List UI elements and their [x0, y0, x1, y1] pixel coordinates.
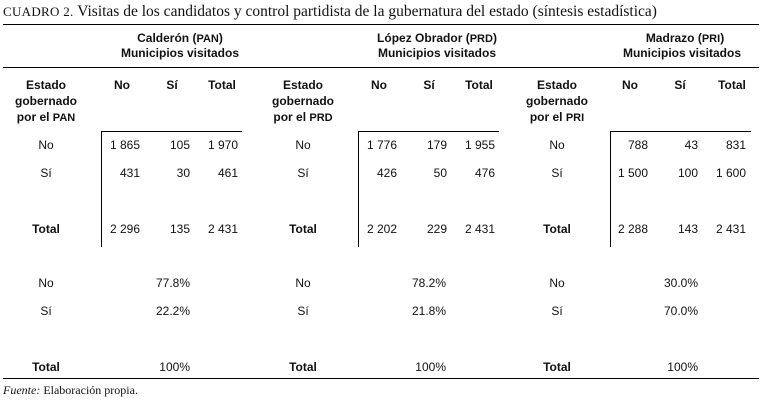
counts-box	[101, 131, 242, 247]
row-label-si: Sí	[297, 166, 309, 180]
col-header-no: No	[114, 78, 130, 92]
cell-si-total: 476	[474, 166, 495, 180]
cell-no-total: 831	[725, 138, 746, 152]
col-header-total: Total	[718, 78, 746, 92]
row-header-line2: gobernado	[272, 94, 334, 108]
pct-label-total: Total	[543, 360, 571, 374]
bottom-rule	[3, 378, 759, 379]
cell-total-si: 135	[169, 222, 190, 236]
pct-total: 100%	[667, 360, 698, 374]
pct-no: 77.8%	[155, 276, 190, 290]
cell-no-no: 1 776	[366, 138, 397, 152]
table-number: CUADRO 2.	[3, 4, 74, 19]
cell-si-total: 461	[217, 166, 238, 180]
row-header-line2: gobernado	[526, 94, 588, 108]
col-header-si: Sí	[166, 78, 178, 92]
counts-box	[610, 131, 751, 247]
cell-total-no: 2 296	[109, 222, 140, 236]
cell-si-si: 30	[176, 166, 190, 180]
pct-si: 21.8%	[411, 304, 446, 318]
pct-no: 30.0%	[663, 276, 698, 290]
cell-total-si: 229	[426, 222, 447, 236]
row-label-si: Sí	[551, 166, 563, 180]
cell-no-total: 1 970	[207, 138, 238, 152]
source-note: Fuente: Elaboración propia.	[3, 383, 138, 398]
top-rule	[3, 24, 759, 25]
candidate-subtitle: Municipios visitados	[377, 46, 497, 60]
cell-total-total: 2 431	[715, 222, 746, 236]
cell-si-no: 1 500	[617, 166, 648, 180]
cell-no-si: 43	[684, 138, 698, 152]
cell-no-no: 788	[627, 138, 648, 152]
cell-no-total: 1 955	[464, 138, 495, 152]
row-label-si: Sí	[40, 166, 52, 180]
source-label: Fuente:	[3, 383, 41, 397]
cell-total-no: 2 288	[617, 222, 648, 236]
pct-total: 100%	[159, 360, 190, 374]
cell-total-no: 2 202	[366, 222, 397, 236]
row-header-line3: por el PAN	[16, 110, 76, 124]
pct-label-si: Sí	[40, 304, 52, 318]
pct-label-no: No	[295, 276, 311, 290]
row-header-line3: por el PRD	[273, 110, 333, 124]
col-header-total: Total	[208, 78, 236, 92]
col-header-si: Sí	[674, 78, 686, 92]
row-label-no: No	[295, 138, 311, 152]
header-rule	[3, 67, 759, 68]
pct-label-si: Sí	[297, 304, 309, 318]
pct-no: 78.2%	[411, 276, 446, 290]
row-label-total: Total	[32, 222, 60, 236]
cell-no-si: 105	[169, 138, 190, 152]
cell-total-si: 143	[677, 222, 698, 236]
candidate-name: Calderón (PAN)	[137, 31, 223, 45]
row-header-line3: por el PRI	[529, 110, 585, 124]
col-header-no: No	[371, 78, 387, 92]
candidate-subtitle: Municipios visitados	[120, 46, 240, 60]
candidate-name: Madrazo (PRI)	[645, 31, 725, 45]
pct-si: 22.2%	[155, 304, 190, 318]
candidate-subtitle: Municipios visitados	[622, 46, 742, 60]
pct-total: 100%	[415, 360, 446, 374]
cell-no-no: 1 865	[109, 138, 140, 152]
cell-si-no: 426	[376, 166, 397, 180]
cell-total-total: 2 431	[207, 222, 238, 236]
counts-box	[358, 131, 499, 247]
row-label-total: Total	[289, 222, 317, 236]
row-label-no: No	[38, 138, 54, 152]
pct-label-total: Total	[289, 360, 317, 374]
cell-no-si: 179	[426, 138, 447, 152]
candidate-name: López Obrador (PRD)	[377, 31, 497, 45]
cell-si-total: 1 600	[715, 166, 746, 180]
cell-total-total: 2 431	[464, 222, 495, 236]
row-label-total: Total	[543, 222, 571, 236]
source-text: Elaboración propia.	[43, 383, 138, 397]
col-header-no: No	[622, 78, 638, 92]
pct-label-no: No	[38, 276, 54, 290]
cell-si-si: 50	[433, 166, 447, 180]
pct-label-si: Sí	[551, 304, 563, 318]
row-header-line1: Estado	[25, 78, 66, 92]
pct-label-total: Total	[32, 360, 60, 374]
table-title: CUADRO 2. Visitas de los candidatos y co…	[3, 3, 657, 21]
col-header-si: Sí	[423, 78, 435, 92]
cell-si-si: 100	[677, 166, 698, 180]
pct-label-no: No	[549, 276, 565, 290]
pct-si: 70.0%	[663, 304, 698, 318]
row-header-line1: Estado	[282, 78, 323, 92]
table-caption: Visitas de los candidatos y control part…	[77, 3, 657, 20]
row-header-line2: gobernado	[15, 94, 77, 108]
row-label-no: No	[549, 138, 565, 152]
row-header-line1: Estado	[536, 78, 577, 92]
col-header-total: Total	[465, 78, 493, 92]
cell-si-no: 431	[119, 166, 140, 180]
